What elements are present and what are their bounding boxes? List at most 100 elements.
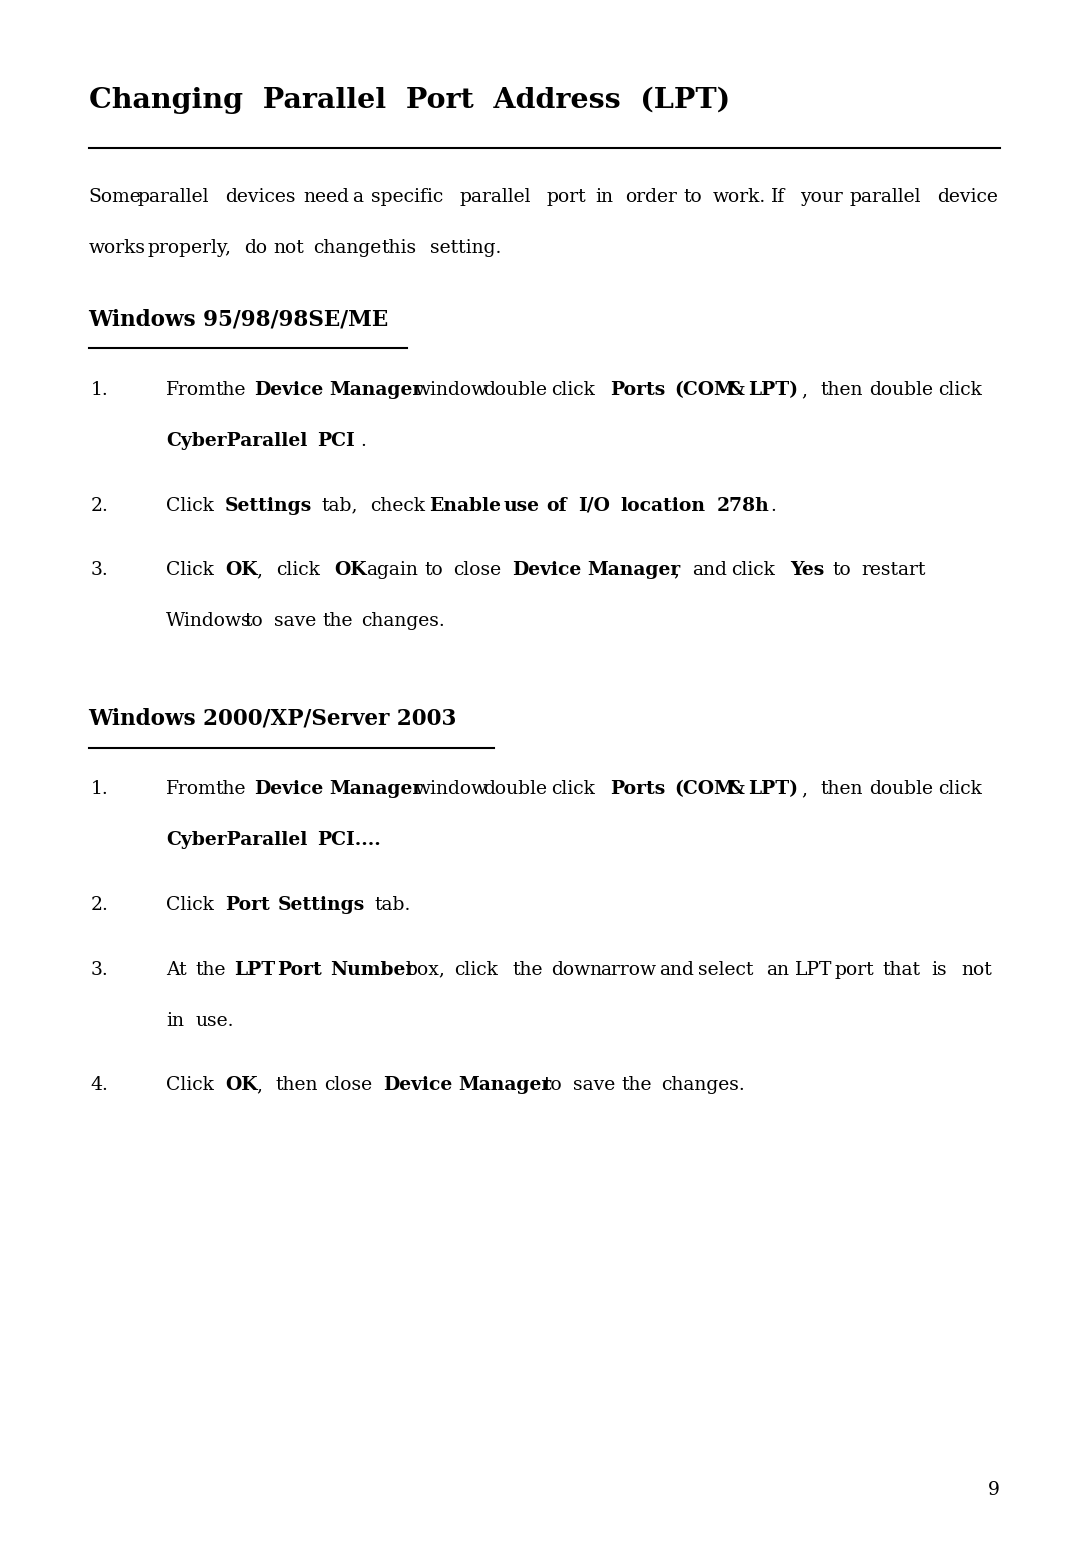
Text: properly,: properly,	[147, 239, 231, 258]
Text: Number: Number	[330, 961, 416, 979]
Text: Click: Click	[166, 497, 214, 515]
Text: Device: Device	[512, 561, 581, 580]
Text: click: click	[937, 780, 982, 799]
Text: the: the	[215, 780, 245, 799]
Text: port: port	[834, 961, 874, 979]
Text: Manager: Manager	[329, 780, 422, 799]
Text: I/O: I/O	[578, 497, 609, 515]
Text: restart: restart	[862, 561, 926, 580]
Text: CyberParallel: CyberParallel	[166, 432, 308, 450]
Text: If: If	[771, 188, 785, 207]
Text: save: save	[573, 1076, 616, 1095]
Text: Manager: Manager	[458, 1076, 551, 1095]
Text: CyberParallel: CyberParallel	[166, 831, 308, 850]
Text: LPT): LPT)	[748, 780, 798, 799]
Text: 2.: 2.	[91, 896, 109, 914]
Text: and: and	[659, 961, 693, 979]
Text: Click: Click	[166, 561, 214, 580]
Text: again: again	[366, 561, 418, 580]
Text: OK: OK	[225, 1076, 257, 1095]
Text: window: window	[415, 780, 488, 799]
Text: down: down	[552, 961, 603, 979]
Text: a: a	[352, 188, 363, 207]
Text: need: need	[303, 188, 349, 207]
Text: double: double	[483, 780, 548, 799]
Text: in: in	[595, 188, 613, 207]
Text: the: the	[622, 1076, 652, 1095]
Text: Yes: Yes	[789, 561, 824, 580]
Text: your: your	[800, 188, 843, 207]
Text: to: to	[684, 188, 702, 207]
Text: Port: Port	[225, 896, 270, 914]
Text: Windows 95/98/98SE/ME: Windows 95/98/98SE/ME	[89, 308, 389, 330]
Text: work.: work.	[713, 188, 766, 207]
Text: LPT: LPT	[795, 961, 833, 979]
Text: (COM: (COM	[674, 381, 734, 399]
Text: Windows: Windows	[166, 612, 252, 631]
Text: check: check	[370, 497, 426, 515]
Text: OK: OK	[335, 561, 367, 580]
Text: not: not	[961, 961, 991, 979]
Text: close: close	[454, 561, 502, 580]
Text: Click: Click	[166, 896, 214, 914]
Text: Click: Click	[166, 1076, 214, 1095]
Text: Port: Port	[276, 961, 322, 979]
Text: to: to	[833, 561, 851, 580]
Text: port: port	[546, 188, 586, 207]
Text: use.: use.	[195, 1012, 234, 1030]
Text: Manager: Manager	[329, 381, 422, 399]
Text: Manager: Manager	[588, 561, 680, 580]
Text: use: use	[504, 497, 540, 515]
Text: Device: Device	[383, 1076, 453, 1095]
Text: device: device	[936, 188, 998, 207]
Text: close: close	[325, 1076, 373, 1095]
Text: double: double	[869, 780, 933, 799]
Text: location: location	[620, 497, 705, 515]
Text: an: an	[766, 961, 789, 979]
Text: then: then	[275, 1076, 319, 1095]
Text: this: this	[381, 239, 416, 258]
Text: From: From	[166, 381, 217, 399]
Text: .: .	[360, 432, 366, 450]
Text: works: works	[89, 239, 146, 258]
Text: the: the	[215, 381, 245, 399]
Text: changes.: changes.	[661, 1076, 745, 1095]
Text: Ports: Ports	[610, 780, 665, 799]
Text: 4.: 4.	[91, 1076, 109, 1095]
Text: devices: devices	[225, 188, 296, 207]
Text: 278h: 278h	[717, 497, 770, 515]
Text: &: &	[727, 780, 744, 799]
Text: parallel: parallel	[849, 188, 920, 207]
Text: 1.: 1.	[91, 381, 108, 399]
Text: the: the	[322, 612, 353, 631]
Text: Some: Some	[89, 188, 141, 207]
Text: and: and	[692, 561, 727, 580]
Text: 1.: 1.	[91, 780, 108, 799]
Text: Device: Device	[254, 780, 323, 799]
Text: Windows 2000/XP/Server 2003: Windows 2000/XP/Server 2003	[89, 708, 457, 729]
Text: arrow: arrow	[600, 961, 657, 979]
Text: .: .	[770, 497, 775, 515]
Text: (COM: (COM	[674, 780, 734, 799]
Text: to: to	[544, 1076, 563, 1095]
Text: parallel: parallel	[459, 188, 530, 207]
Text: LPT: LPT	[234, 961, 275, 979]
Text: specific: specific	[372, 188, 444, 207]
Text: LPT): LPT)	[748, 381, 798, 399]
Text: window: window	[415, 381, 488, 399]
Text: then: then	[821, 780, 863, 799]
Text: Enable: Enable	[429, 497, 501, 515]
Text: Settings: Settings	[278, 896, 365, 914]
Text: click: click	[552, 381, 595, 399]
Text: At: At	[166, 961, 187, 979]
Text: order: order	[625, 188, 677, 207]
Text: ,: ,	[256, 1076, 262, 1095]
Text: click: click	[454, 961, 498, 979]
Text: then: then	[821, 381, 863, 399]
Text: is: is	[932, 961, 947, 979]
Text: that: that	[883, 961, 921, 979]
Text: &: &	[727, 381, 744, 399]
Text: PCI....: PCI....	[318, 831, 381, 850]
Text: double: double	[869, 381, 933, 399]
Text: setting.: setting.	[430, 239, 501, 258]
